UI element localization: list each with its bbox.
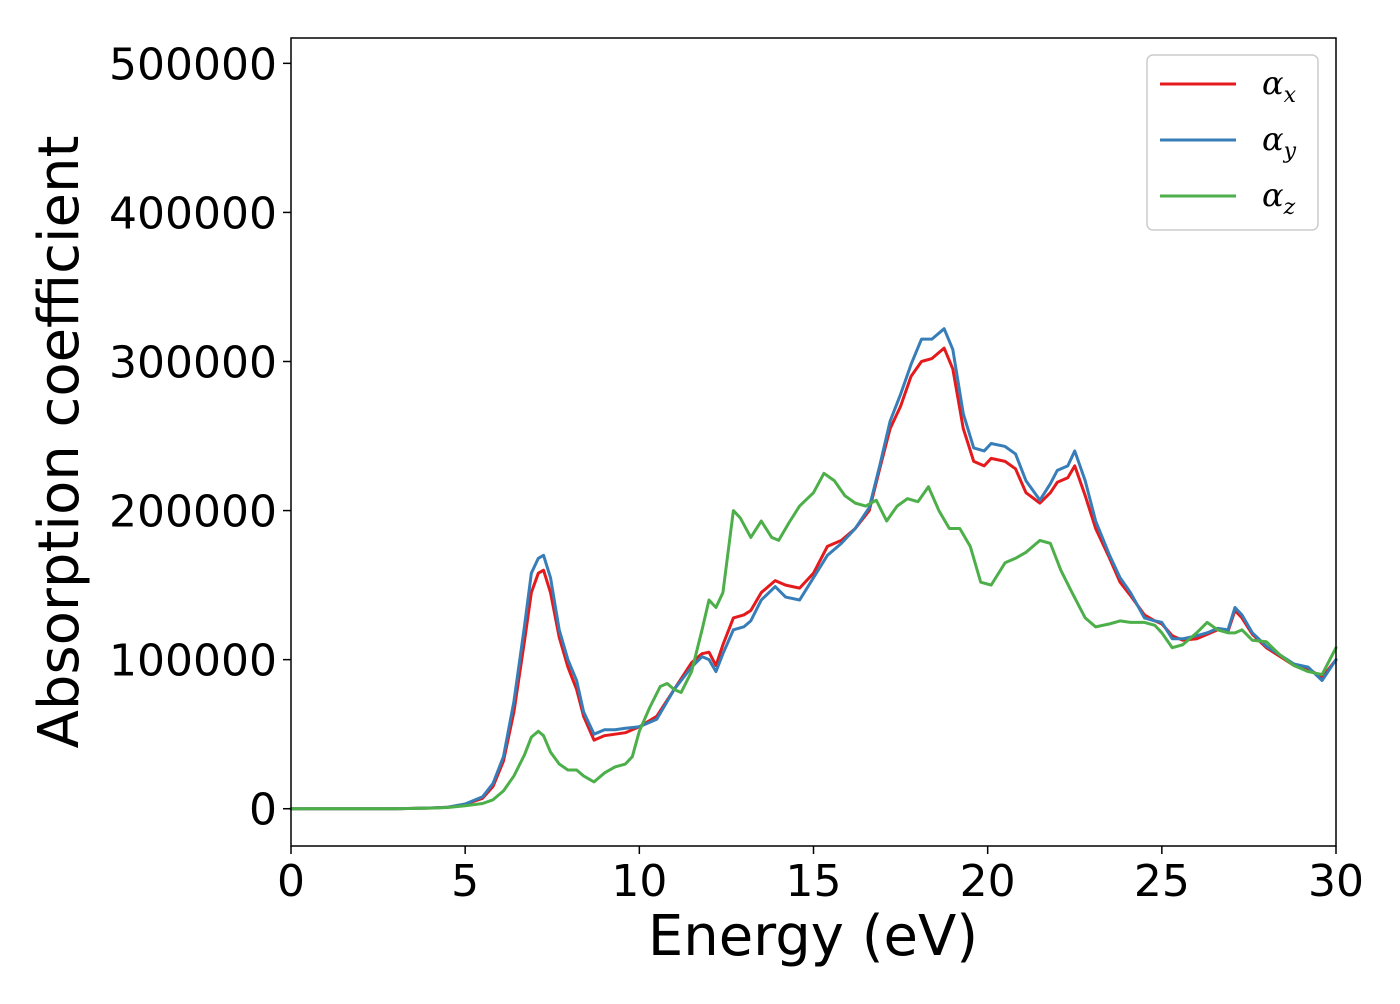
x-axis-label: Energy (eV): [648, 904, 978, 969]
series-layer: [289, 327, 1338, 811]
x-tick-label: 20: [960, 856, 1016, 907]
y-tick-label: 500000: [109, 39, 277, 90]
x-tick-label: 10: [611, 856, 667, 907]
x-axis: 0 5 10 15 20 25 30: [277, 846, 1364, 907]
y-tick-label: 400000: [109, 188, 277, 239]
y-tick-label: 300000: [109, 337, 277, 388]
legend: αx αy αz: [1146, 54, 1319, 231]
y-tick-label: 100000: [109, 636, 277, 687]
legend-box: [1146, 54, 1319, 231]
legend-label-x: αx: [1262, 64, 1297, 108]
y-axis-label: Absorption coefficient: [27, 136, 92, 749]
y-axis: 0 100000 200000 300000 400000 500000: [109, 39, 291, 836]
x-tick-label: 0: [277, 856, 305, 907]
x-tick-label: 15: [786, 856, 842, 907]
y-tick-label: 0: [249, 785, 277, 836]
x-tick-label: 25: [1134, 856, 1190, 907]
legend-label-z: αz: [1262, 176, 1296, 220]
x-tick-label: 5: [451, 856, 479, 907]
legend-label-y: αy: [1262, 120, 1297, 164]
x-tick-label: 30: [1308, 856, 1364, 907]
series-line-z: [289, 471, 1338, 811]
series-line-y: [289, 327, 1338, 811]
y-tick-label: 200000: [109, 487, 277, 538]
